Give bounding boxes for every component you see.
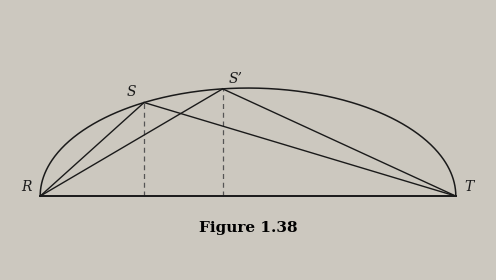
Text: Figure 1.38: Figure 1.38 <box>199 221 297 235</box>
Text: S’: S’ <box>229 72 243 86</box>
Text: S: S <box>126 85 136 99</box>
Text: T: T <box>464 180 473 194</box>
Text: R: R <box>21 180 32 194</box>
